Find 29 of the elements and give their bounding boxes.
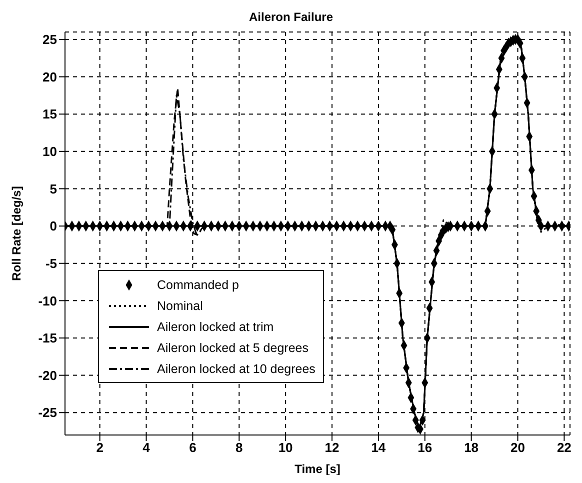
y-tick-label: 0 bbox=[50, 218, 57, 234]
x-tick-label: 12 bbox=[324, 440, 340, 456]
y-tick-label: -25 bbox=[38, 405, 57, 420]
legend-label: Aileron locked at 10 degrees bbox=[157, 362, 316, 376]
chart-title: Aileron Failure bbox=[248, 10, 334, 24]
y-tick-label: 5 bbox=[50, 181, 57, 196]
x-tick-label: 4 bbox=[142, 440, 151, 456]
x-tick-label: 20 bbox=[510, 440, 525, 456]
legend-label: Nominal bbox=[157, 298, 203, 312]
x-tick-label: 2 bbox=[96, 440, 104, 456]
x-tick-label: 8 bbox=[236, 440, 243, 456]
y-tick-label: -20 bbox=[38, 368, 57, 383]
y-tick-label: 25 bbox=[42, 32, 57, 48]
legend-label: Commanded p bbox=[157, 278, 239, 292]
legend-label: Aileron locked at 5 degrees bbox=[157, 340, 308, 354]
x-tick-label: 22 bbox=[556, 440, 572, 456]
legend-label: Aileron locked at trim bbox=[157, 320, 274, 334]
y-tick-label: 15 bbox=[42, 106, 57, 122]
x-tick-label: 6 bbox=[189, 440, 196, 456]
y-tick-label: 10 bbox=[42, 144, 57, 160]
x-tick-label: 10 bbox=[278, 440, 293, 456]
x-tick-label: 18 bbox=[464, 440, 479, 456]
y-tick-label: -10 bbox=[38, 293, 57, 308]
y-tick-label: -5 bbox=[45, 256, 57, 271]
x-tick-label: 14 bbox=[371, 440, 386, 456]
y-axis-title: Roll Rate [deg/s] bbox=[9, 186, 24, 281]
x-tick-label: 16 bbox=[418, 440, 432, 456]
y-tick-label: -15 bbox=[38, 330, 57, 346]
y-tick-label: 20 bbox=[42, 69, 57, 84]
